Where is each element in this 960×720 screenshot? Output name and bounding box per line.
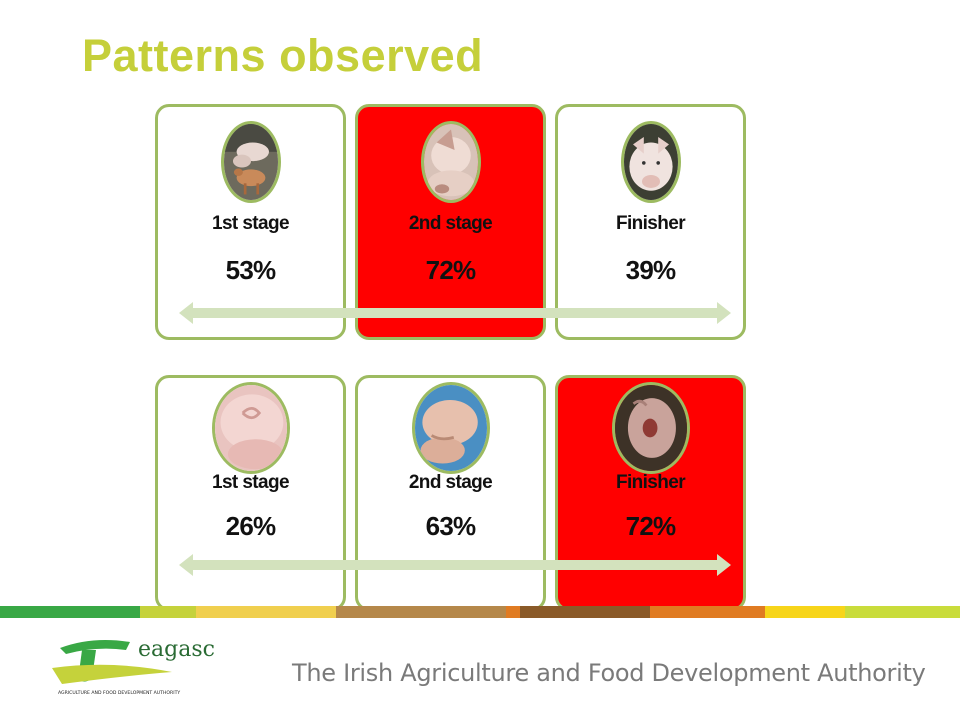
- pig-back-photo: [411, 382, 490, 474]
- pig-face-photo: [620, 121, 681, 203]
- stage-card-highlighted: Finisher 72%: [555, 375, 746, 611]
- pig-tail-photo: [211, 382, 290, 474]
- pattern-row-1: 1st stage 53% 2nd stage 72%: [155, 104, 751, 344]
- stage-percent: 72%: [625, 511, 676, 541]
- stage-percent: 63%: [425, 511, 476, 541]
- stage-card: 2nd stage 63%: [355, 375, 546, 611]
- footer-tagline: The Irish Agriculture and Food Developme…: [292, 659, 926, 687]
- pattern-row-2: 1st stage 26% 2nd stage 63%: [155, 375, 751, 615]
- stage-card: 1st stage 53%: [155, 104, 346, 340]
- double-headed-arrow: [179, 554, 731, 576]
- logo-wordmark: eagasc: [138, 637, 215, 662]
- footer-color-stripe: [0, 606, 960, 618]
- stage-card: 1st stage 26%: [155, 375, 346, 611]
- stage-label: 2nd stage: [408, 213, 493, 234]
- logo-subtitle: AGRICULTURE AND FOOD DEVELOPMENT AUTHORI…: [58, 690, 180, 696]
- pig-ear-photo: [420, 121, 481, 203]
- stage-label: Finisher: [615, 213, 686, 234]
- stage-label: 1st stage: [212, 213, 290, 234]
- stage-card-highlighted: 2nd stage 72%: [355, 104, 546, 340]
- piglets-photo: [220, 121, 281, 203]
- teagasc-logo: eagasc AGRICULTURE AND FOOD DEVELOPMENT …: [52, 632, 222, 700]
- slide-title: Patterns observed: [82, 30, 484, 81]
- stage-percent: 72%: [425, 255, 476, 285]
- stage-percent: 53%: [225, 255, 276, 285]
- stage-card: Finisher 39%: [555, 104, 746, 340]
- stage-label: Finisher: [615, 472, 686, 493]
- double-headed-arrow: [179, 302, 731, 324]
- stage-label: 2nd stage: [408, 472, 493, 493]
- stage-percent: 26%: [225, 511, 276, 541]
- pig-rear-photo: [611, 382, 690, 474]
- stage-label: 1st stage: [212, 472, 290, 493]
- stage-percent: 39%: [625, 255, 676, 285]
